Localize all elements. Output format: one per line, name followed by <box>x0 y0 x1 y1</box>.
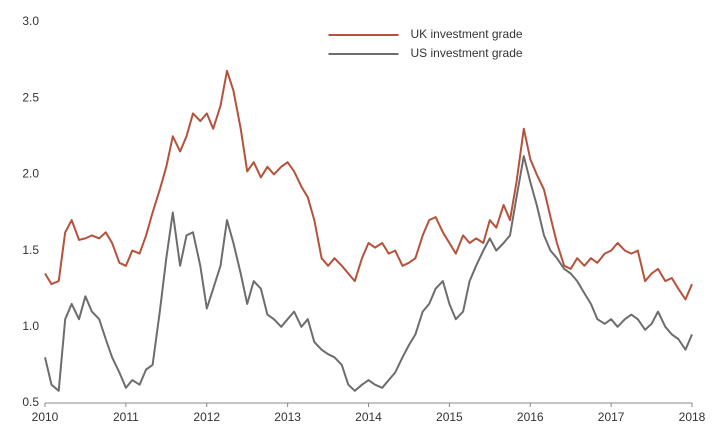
x-tick-label: 2012 <box>193 410 220 424</box>
legend-label: UK investment grade <box>411 27 523 41</box>
x-tick-label: 2014 <box>355 410 382 424</box>
x-tick-label: 2010 <box>32 410 59 424</box>
x-tick-label: 2013 <box>274 410 301 424</box>
y-tick-label: 3.0 <box>22 14 39 28</box>
y-tick-label: 1.5 <box>22 243 39 257</box>
x-tick-label: 2018 <box>679 410 706 424</box>
x-tick-label: 2015 <box>436 410 463 424</box>
legend-label: US investment grade <box>411 46 523 60</box>
series-line <box>44 155 693 392</box>
y-tick-label: 2.5 <box>22 90 39 104</box>
x-tick-label: 2016 <box>517 410 544 424</box>
y-tick-label: 1.0 <box>22 319 39 333</box>
y-tick-label: 2.0 <box>22 167 39 181</box>
series-line <box>44 69 693 301</box>
y-tick-label: 0.5 <box>22 395 39 409</box>
x-tick-label: 2011 <box>113 410 139 424</box>
x-tick-label: 2017 <box>598 410 625 424</box>
